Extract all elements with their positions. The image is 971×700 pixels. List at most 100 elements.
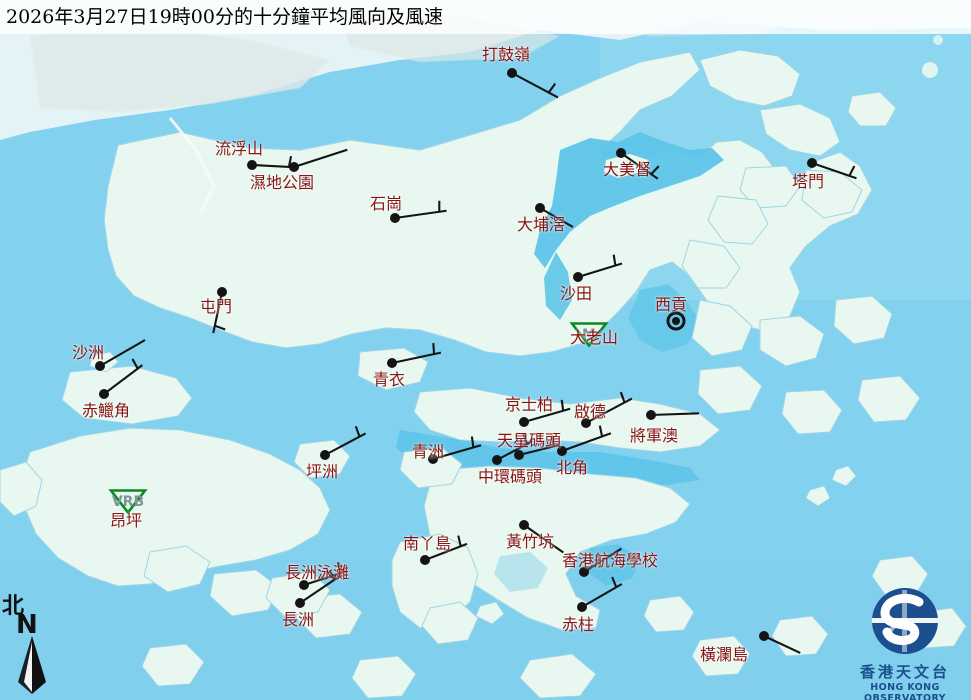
station-dot [519, 520, 529, 530]
station-label: 大美督 [603, 160, 652, 179]
station-dot [557, 446, 567, 456]
station-marker [573, 254, 623, 282]
title-bar: 2026年3月27日19時00分的十分鐘平均風向及風速 [0, 0, 971, 34]
wind-barb-shaft [583, 547, 622, 573]
station-label: 長洲泳灘 [285, 563, 350, 582]
station-dot [573, 272, 583, 282]
station-label: 昂坪 [110, 511, 143, 530]
station-dot [247, 160, 257, 170]
wind-barb-shaft [299, 575, 341, 604]
station-label: 青衣 [373, 370, 406, 389]
station-label: 北角 [556, 458, 589, 477]
station-marker: M [569, 322, 609, 348]
station-dot [519, 417, 529, 427]
station-marker [320, 425, 367, 460]
station-dot [492, 455, 502, 465]
wind-barb-tick [547, 83, 557, 94]
wind-barb-tick [560, 399, 565, 411]
wind-barb-tick [522, 433, 529, 445]
station-label: 京士柏 [505, 395, 554, 414]
wind-barb-shaft [324, 432, 367, 456]
station-dot [535, 203, 545, 213]
variable-wind-icon [108, 489, 148, 515]
station-marker [616, 148, 660, 180]
station-marker [514, 435, 561, 460]
station-marker [581, 391, 633, 428]
station-label: 塔門 [792, 172, 825, 191]
station-marker [646, 410, 700, 420]
wind-barb-shaft [103, 364, 143, 395]
wind-barb-tick [598, 425, 604, 437]
wind-code-text: M [582, 327, 596, 343]
wind-barb-tick [131, 358, 139, 370]
station-label: 赤柱 [562, 615, 595, 634]
station-label: 赤鱲角 [82, 401, 131, 420]
station-marker [577, 576, 623, 612]
hko-logo: 香港天文台 HONG KONG OBSERVATORY [846, 586, 964, 700]
wind-barb-shaft [763, 635, 801, 654]
station-label: 長洲 [282, 610, 315, 629]
calm-wind-core [672, 317, 680, 325]
station-dot [387, 358, 397, 368]
page-title: 2026年3月27日19時00分的十分鐘平均風向及風速 [6, 6, 443, 28]
wind-barb-shaft [303, 570, 348, 586]
station-marker: VRB [108, 489, 148, 515]
wind-barb-tick [337, 562, 341, 574]
wind-barb-shaft [518, 443, 561, 457]
station-label: 天星碼頭 [497, 431, 562, 450]
hko-name-en: HONG KONG OBSERVATORY [864, 682, 946, 700]
wind-barb-tick [848, 165, 856, 177]
wind-barb-shaft [539, 207, 574, 228]
wind-barb-tick [354, 425, 361, 437]
wind-barb-tick [650, 165, 660, 175]
wind-barb-shaft [577, 262, 623, 279]
north-arrow-icon [18, 636, 46, 694]
wind-barb-shaft [523, 407, 571, 424]
station-label: 香港航海學校 [562, 551, 659, 570]
station-label: 中環碼頭 [478, 467, 543, 486]
station-dot [99, 389, 109, 399]
wind-barb-tick [214, 324, 226, 331]
station-dot [217, 287, 227, 297]
station-label: 青洲 [412, 442, 445, 461]
variable-wind-icon [569, 322, 609, 348]
station-marker [666, 311, 686, 331]
station-marker [212, 287, 227, 334]
wind-barb-tick [432, 343, 436, 355]
station-marker [99, 358, 143, 399]
station-dot [579, 567, 589, 577]
station-dot [514, 450, 524, 460]
station-dot [807, 158, 817, 168]
station-dot [320, 450, 330, 460]
wind-barb-shaft [99, 339, 146, 367]
wind-barb-shaft [251, 163, 294, 169]
wind-barb-tick [328, 569, 336, 581]
wind-barb-shaft [585, 397, 633, 424]
station-marker [557, 425, 612, 456]
compass-north-en: N [16, 610, 38, 640]
hko-s-mark-icon [872, 588, 938, 654]
station-label: 濕地公園 [250, 173, 315, 192]
station-marker [299, 562, 348, 590]
station-marker [247, 155, 294, 170]
station-marker [492, 433, 533, 465]
station-dot [295, 598, 305, 608]
wind-barb-shaft [496, 440, 533, 461]
station-dot [95, 361, 105, 371]
station-dot [420, 555, 430, 565]
station-label: 沙洲 [72, 343, 105, 362]
wind-barb-shaft [811, 162, 857, 180]
station-dot [616, 148, 626, 158]
wind-barb-tick [551, 435, 555, 447]
compass-rose: 北 N [2, 588, 60, 696]
station-label: 將軍澳 [630, 426, 679, 445]
station-label: 流浮山 [215, 139, 264, 158]
station-dot [507, 68, 517, 78]
station-marker [579, 547, 622, 577]
station-marker [420, 535, 468, 565]
station-dot [428, 454, 438, 464]
hko-name-cn: 香港天文台 [859, 663, 950, 681]
